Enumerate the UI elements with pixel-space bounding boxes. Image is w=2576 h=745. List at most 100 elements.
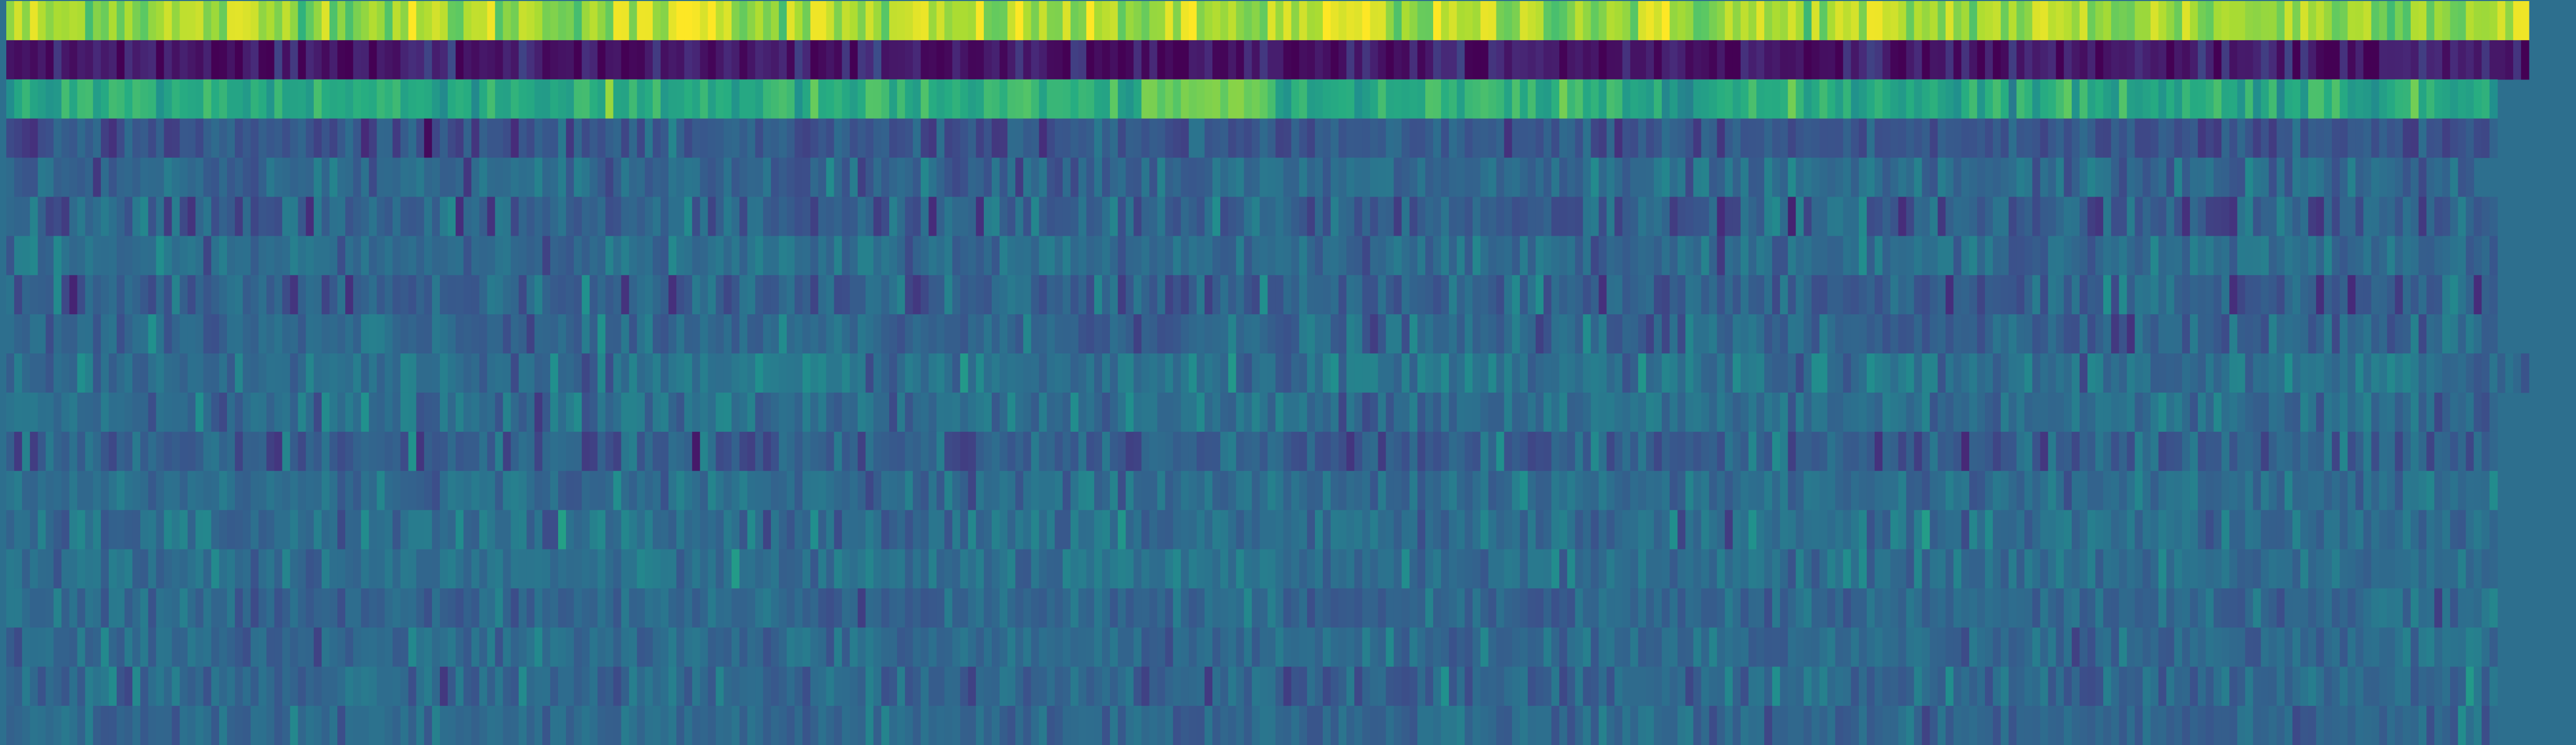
heatmap-cell (1133, 157, 1142, 198)
heatmap-cell (1196, 588, 1205, 628)
heatmap-cell (1078, 549, 1087, 589)
heatmap-cell (100, 236, 109, 276)
heatmap-cell (1165, 471, 1174, 511)
heatmap-cell (1488, 79, 1497, 119)
heatmap-cell (2206, 79, 2214, 119)
heatmap-cell (337, 118, 346, 158)
heatmap-cell (983, 40, 992, 80)
heatmap-cell (1188, 431, 1197, 472)
heatmap-cell (2355, 197, 2364, 236)
heatmap-cell (1433, 588, 1442, 628)
heatmap-cell (30, 197, 38, 236)
heatmap-cell (2206, 392, 2214, 432)
heatmap-cell (2229, 197, 2238, 236)
heatmap-cell (2221, 314, 2230, 354)
heatmap-cell (1409, 392, 1418, 432)
heatmap-cell (117, 40, 125, 80)
heatmap-cell (1811, 275, 1820, 315)
heatmap-cell (1985, 431, 1993, 472)
heatmap-cell (1701, 549, 1710, 589)
heatmap-cell (1102, 1, 1110, 41)
heatmap-cell (1354, 431, 1363, 472)
heatmap-cell (203, 471, 212, 511)
heatmap-cell (1772, 392, 1780, 432)
heatmap-cell (826, 40, 835, 80)
heatmap-cell (1575, 510, 1583, 550)
heatmap-cell (2150, 353, 2159, 393)
heatmap-cell (2402, 79, 2411, 119)
heatmap-cell (2142, 392, 2151, 432)
heatmap-cell (1220, 118, 1229, 158)
heatmap-cell (211, 118, 220, 158)
heatmap-cell (928, 236, 937, 276)
heatmap-cell (345, 275, 354, 315)
heatmap-cell (1070, 314, 1079, 354)
heatmap-cell (85, 353, 94, 393)
heatmap-cell (69, 392, 78, 432)
heatmap-cell (1535, 471, 1544, 511)
heatmap-cell (2127, 197, 2135, 236)
heatmap-cell (1386, 431, 1394, 472)
heatmap-cell (849, 236, 858, 276)
heatmap-cell (2292, 314, 2301, 354)
heatmap-cell (2418, 549, 2427, 589)
heatmap-cell (1054, 236, 1063, 276)
heatmap-cell (1811, 588, 1820, 628)
heatmap-cell (1875, 353, 1883, 393)
heatmap-cell (1291, 157, 1300, 198)
heatmap-cell (550, 275, 559, 315)
heatmap-cell (1133, 79, 1142, 119)
heatmap-cell (282, 118, 291, 158)
heatmap-cell (2418, 353, 2427, 393)
heatmap-cell (2245, 353, 2254, 393)
heatmap-cell (2276, 471, 2285, 511)
heatmap-cell (1393, 197, 1402, 236)
heatmap-cell (1299, 588, 1308, 628)
heatmap-cell (1527, 392, 1536, 432)
heatmap-cell (960, 40, 969, 80)
heatmap-cell (731, 471, 740, 511)
heatmap-cell (2481, 40, 2490, 80)
heatmap-cell (2268, 236, 2277, 276)
heatmap-cell (1567, 588, 1575, 628)
heatmap-cell (1796, 314, 1804, 354)
heatmap-cell (652, 275, 661, 315)
heatmap-cell (1015, 549, 1024, 589)
heatmap-cell (1551, 236, 1560, 276)
heatmap-cell (1670, 197, 1678, 236)
heatmap-cell (708, 549, 717, 589)
heatmap-cell (637, 236, 645, 276)
heatmap-cell (668, 197, 677, 236)
heatmap-cell (1433, 1, 1442, 41)
heatmap-cell (881, 197, 890, 236)
heatmap-cell (251, 40, 259, 80)
heatmap-cell (1449, 236, 1457, 276)
heatmap-cell (605, 471, 614, 511)
heatmap-cell (1457, 510, 1465, 550)
heatmap-cell (2450, 118, 2458, 158)
heatmap-cell (1070, 40, 1079, 80)
heatmap-cell (1701, 471, 1710, 511)
heatmap-cell (936, 549, 945, 589)
heatmap-cell (258, 471, 267, 511)
heatmap-cell (1858, 275, 1867, 315)
heatmap-cell (2489, 314, 2498, 354)
heatmap-cell (2103, 40, 2112, 80)
heatmap-cell (542, 353, 551, 393)
heatmap-cell (2355, 40, 2364, 80)
heatmap-cell (1945, 314, 1954, 354)
heatmap-cell (787, 549, 795, 589)
heatmap-cell (605, 392, 614, 432)
heatmap-cell (2127, 510, 2135, 550)
heatmap-cell (1331, 353, 1339, 393)
heatmap-cell (1102, 40, 1110, 80)
heatmap-cell (1465, 1, 1473, 41)
heatmap-cell (1756, 510, 1765, 550)
heatmap-cell (400, 549, 409, 589)
heatmap-cell (1070, 197, 1079, 236)
heatmap-cell (124, 79, 133, 119)
heatmap-cell (1646, 157, 1654, 198)
heatmap-cell (2379, 510, 2388, 550)
heatmap-cell (2214, 431, 2222, 472)
heatmap-cell (2261, 197, 2269, 236)
